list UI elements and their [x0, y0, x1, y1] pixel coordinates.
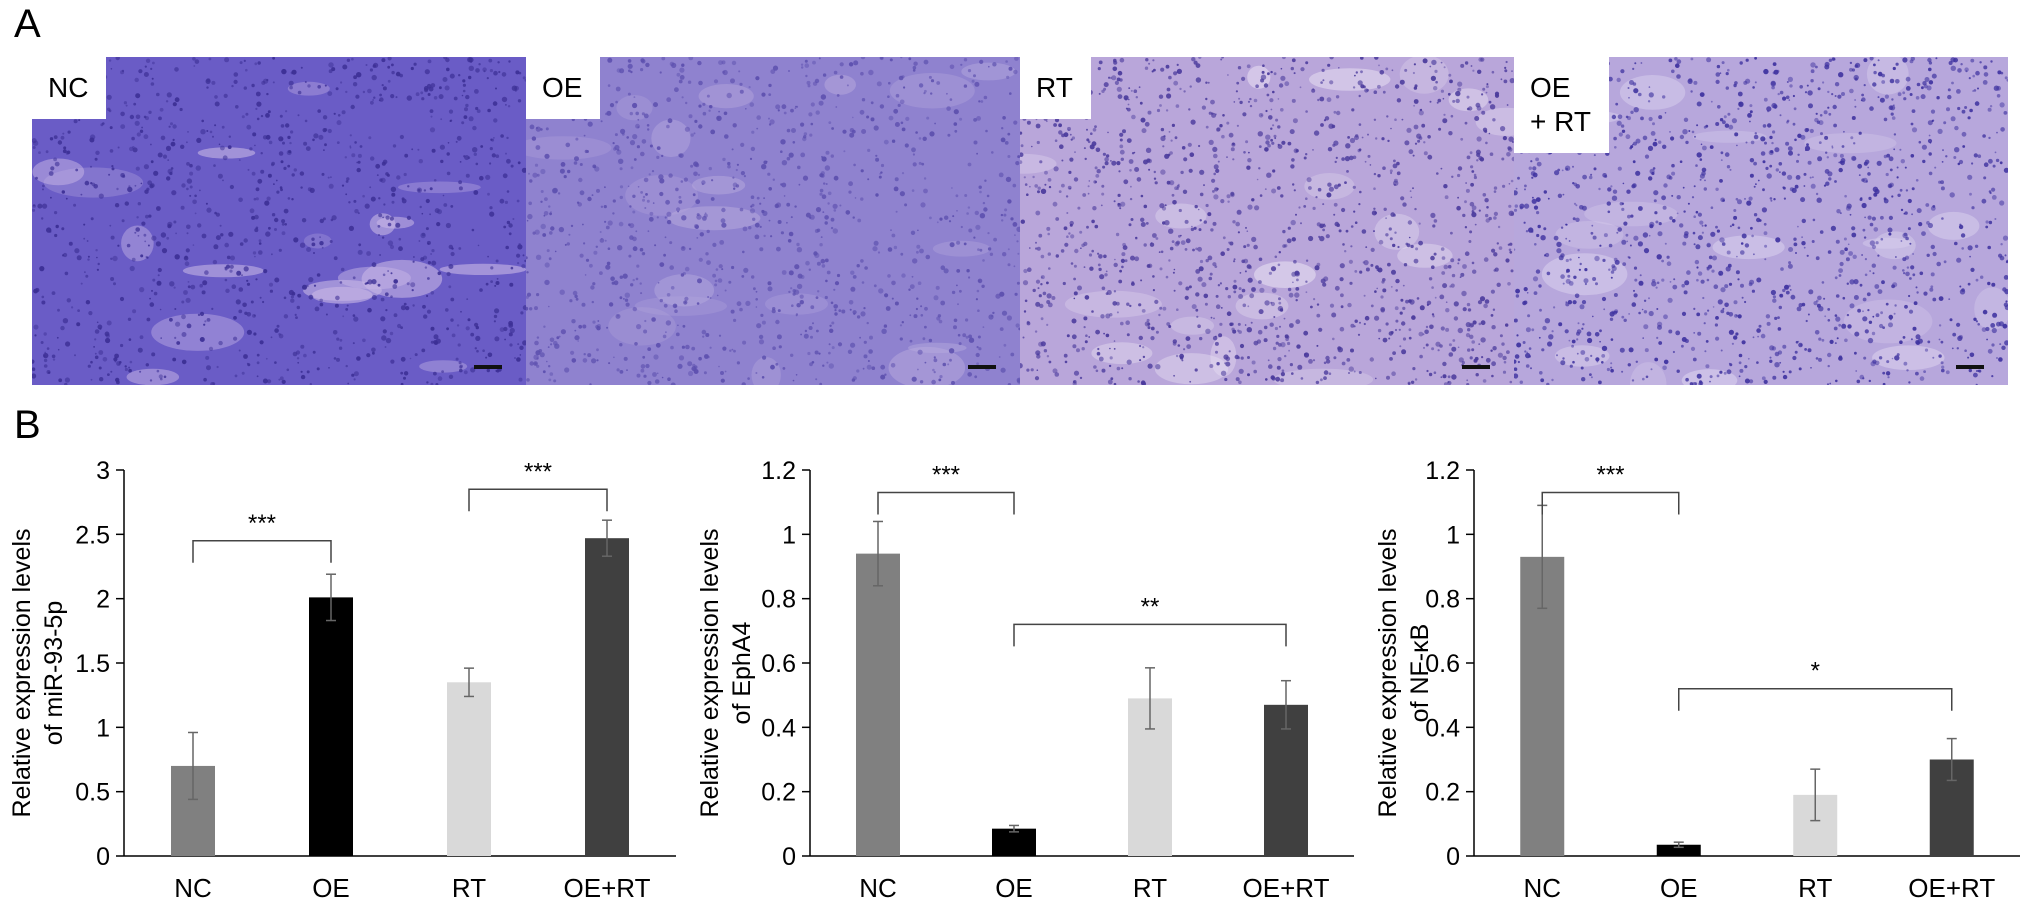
y-tick-label: 1 [1446, 521, 1460, 549]
scale-bar [474, 365, 502, 369]
y-tick-label: 1 [96, 714, 110, 742]
y-tick-label: 0.2 [761, 779, 796, 807]
y-axis-label: Relative expression levels [696, 528, 724, 817]
y-axis-label: Relative expression levels [1374, 528, 1402, 817]
y-axis-label: of miR-93-5p [40, 601, 68, 746]
y-tick-label: 3 [96, 457, 110, 485]
y-tick-label: 0.6 [1425, 650, 1460, 678]
error-bar [1009, 824, 1019, 833]
y-tick-label: 0.5 [75, 779, 110, 807]
significance-label: ** [1141, 593, 1160, 620]
y-tick-label: 0 [1446, 843, 1460, 871]
he-stain-texture [32, 57, 526, 385]
histology-image-oe: OE [526, 57, 1020, 385]
y-tick-label: 0.8 [761, 586, 796, 614]
error-bar [1673, 841, 1684, 849]
y-tick-label: 2.5 [75, 521, 110, 549]
histology-panel-row: NC OE RT OE + RT [32, 57, 2008, 385]
significance-bracket [1678, 687, 1953, 711]
error-bar [188, 731, 198, 801]
error-bar [464, 667, 474, 698]
y-axis-label: of NF-κB [1406, 624, 1434, 723]
x-tick-label: RT [1798, 873, 1832, 903]
significance-label: * [1811, 658, 1820, 685]
y-tick-label: 0.4 [1425, 714, 1460, 742]
scale-bar [968, 365, 996, 369]
histology-label: OE [526, 57, 601, 119]
chart-svg: 0 0.2 0.4 0.6 0.8 1 1.2 Relative expression lev… [696, 457, 1354, 903]
significance-bracket [468, 488, 608, 512]
x-tick-label: OE+RT [1243, 873, 1330, 903]
x-tick-label: OE [995, 873, 1033, 903]
error-bar [602, 519, 612, 557]
bar [309, 597, 353, 856]
bar [447, 682, 491, 856]
bar [992, 828, 1036, 856]
y-tick-label: 0.6 [761, 650, 796, 678]
scale-bar [1956, 365, 1984, 369]
significance-bracket [192, 540, 332, 563]
error-bar [1946, 737, 1957, 782]
y-tick-label: 0.8 [1425, 586, 1460, 614]
x-tick-label: OE+RT [1908, 873, 1995, 903]
chart-svg: 0 0.5 1 1.5 2 2.5 3 Relative expression levels o… [8, 457, 676, 903]
significance-bracket [1541, 491, 1680, 515]
y-tick-label: 0 [96, 843, 110, 871]
histology-image-nc: NC [32, 57, 526, 385]
y-tick-label: 1.5 [75, 650, 110, 678]
chart-svg: 0 0.2 0.4 0.6 0.8 1 1.2 Relative expression lev… [1374, 457, 2020, 903]
scale-bar [1462, 365, 1490, 369]
bar-chart-nf-kb: 0 0.2 0.4 0.6 0.8 1 1.2 Relative expression lev… [1368, 450, 2032, 909]
significance-label: *** [932, 462, 960, 489]
bar [856, 553, 900, 856]
x-tick-label: OE+RT [564, 873, 651, 903]
error-bar [326, 573, 336, 622]
bar [1656, 844, 1701, 856]
y-tick-label: 1.2 [761, 457, 796, 485]
histology-image-rt: RT [1020, 57, 1514, 385]
significance-label: *** [248, 510, 276, 537]
y-axis-label: Relative expression levels [8, 528, 36, 817]
y-tick-label: 0.2 [1425, 779, 1460, 807]
x-tick-label: NC [174, 873, 212, 903]
bar-chart-epha4: 0 0.2 0.4 0.6 0.8 1 1.2 Relative expression lev… [690, 450, 1368, 909]
histology-label: OE + RT [1514, 57, 1609, 153]
error-bar [1281, 679, 1291, 730]
y-axis-label: of EphA4 [728, 621, 756, 724]
y-tick-label: 0.4 [761, 714, 796, 742]
he-stain-texture [526, 57, 1020, 385]
panel-label-b: B [14, 403, 41, 447]
y-tick-label: 1 [782, 521, 796, 549]
x-tick-label: NC [859, 873, 897, 903]
significance-bracket [877, 491, 1015, 515]
x-tick-label: NC [1523, 873, 1561, 903]
y-tick-label: 2 [96, 586, 110, 614]
error-bar [1145, 667, 1155, 730]
y-tick-label: 0 [782, 843, 796, 871]
x-tick-label: RT [1133, 873, 1167, 903]
bar [1264, 704, 1308, 856]
panel-label-a: A [14, 2, 41, 46]
y-tick-label: 1.2 [1425, 457, 1460, 485]
significance-label: *** [1596, 462, 1624, 489]
x-tick-label: RT [452, 873, 486, 903]
histology-label: NC [32, 57, 107, 119]
error-bar [873, 520, 883, 587]
he-stain-texture [1020, 57, 1514, 385]
bar-chart-mir-93-5p: 0 0.5 1 1.5 2 2.5 3 Relative expression levels o… [0, 450, 690, 909]
error-bar [1810, 768, 1821, 822]
bar [585, 538, 629, 856]
significance-label: *** [524, 458, 552, 485]
significance-bracket [1013, 623, 1287, 647]
x-tick-label: OE [1660, 873, 1698, 903]
histology-label: RT [1020, 57, 1091, 119]
histology-image-oe-rt: OE + RT [1514, 57, 2008, 385]
x-tick-label: OE [312, 873, 350, 903]
